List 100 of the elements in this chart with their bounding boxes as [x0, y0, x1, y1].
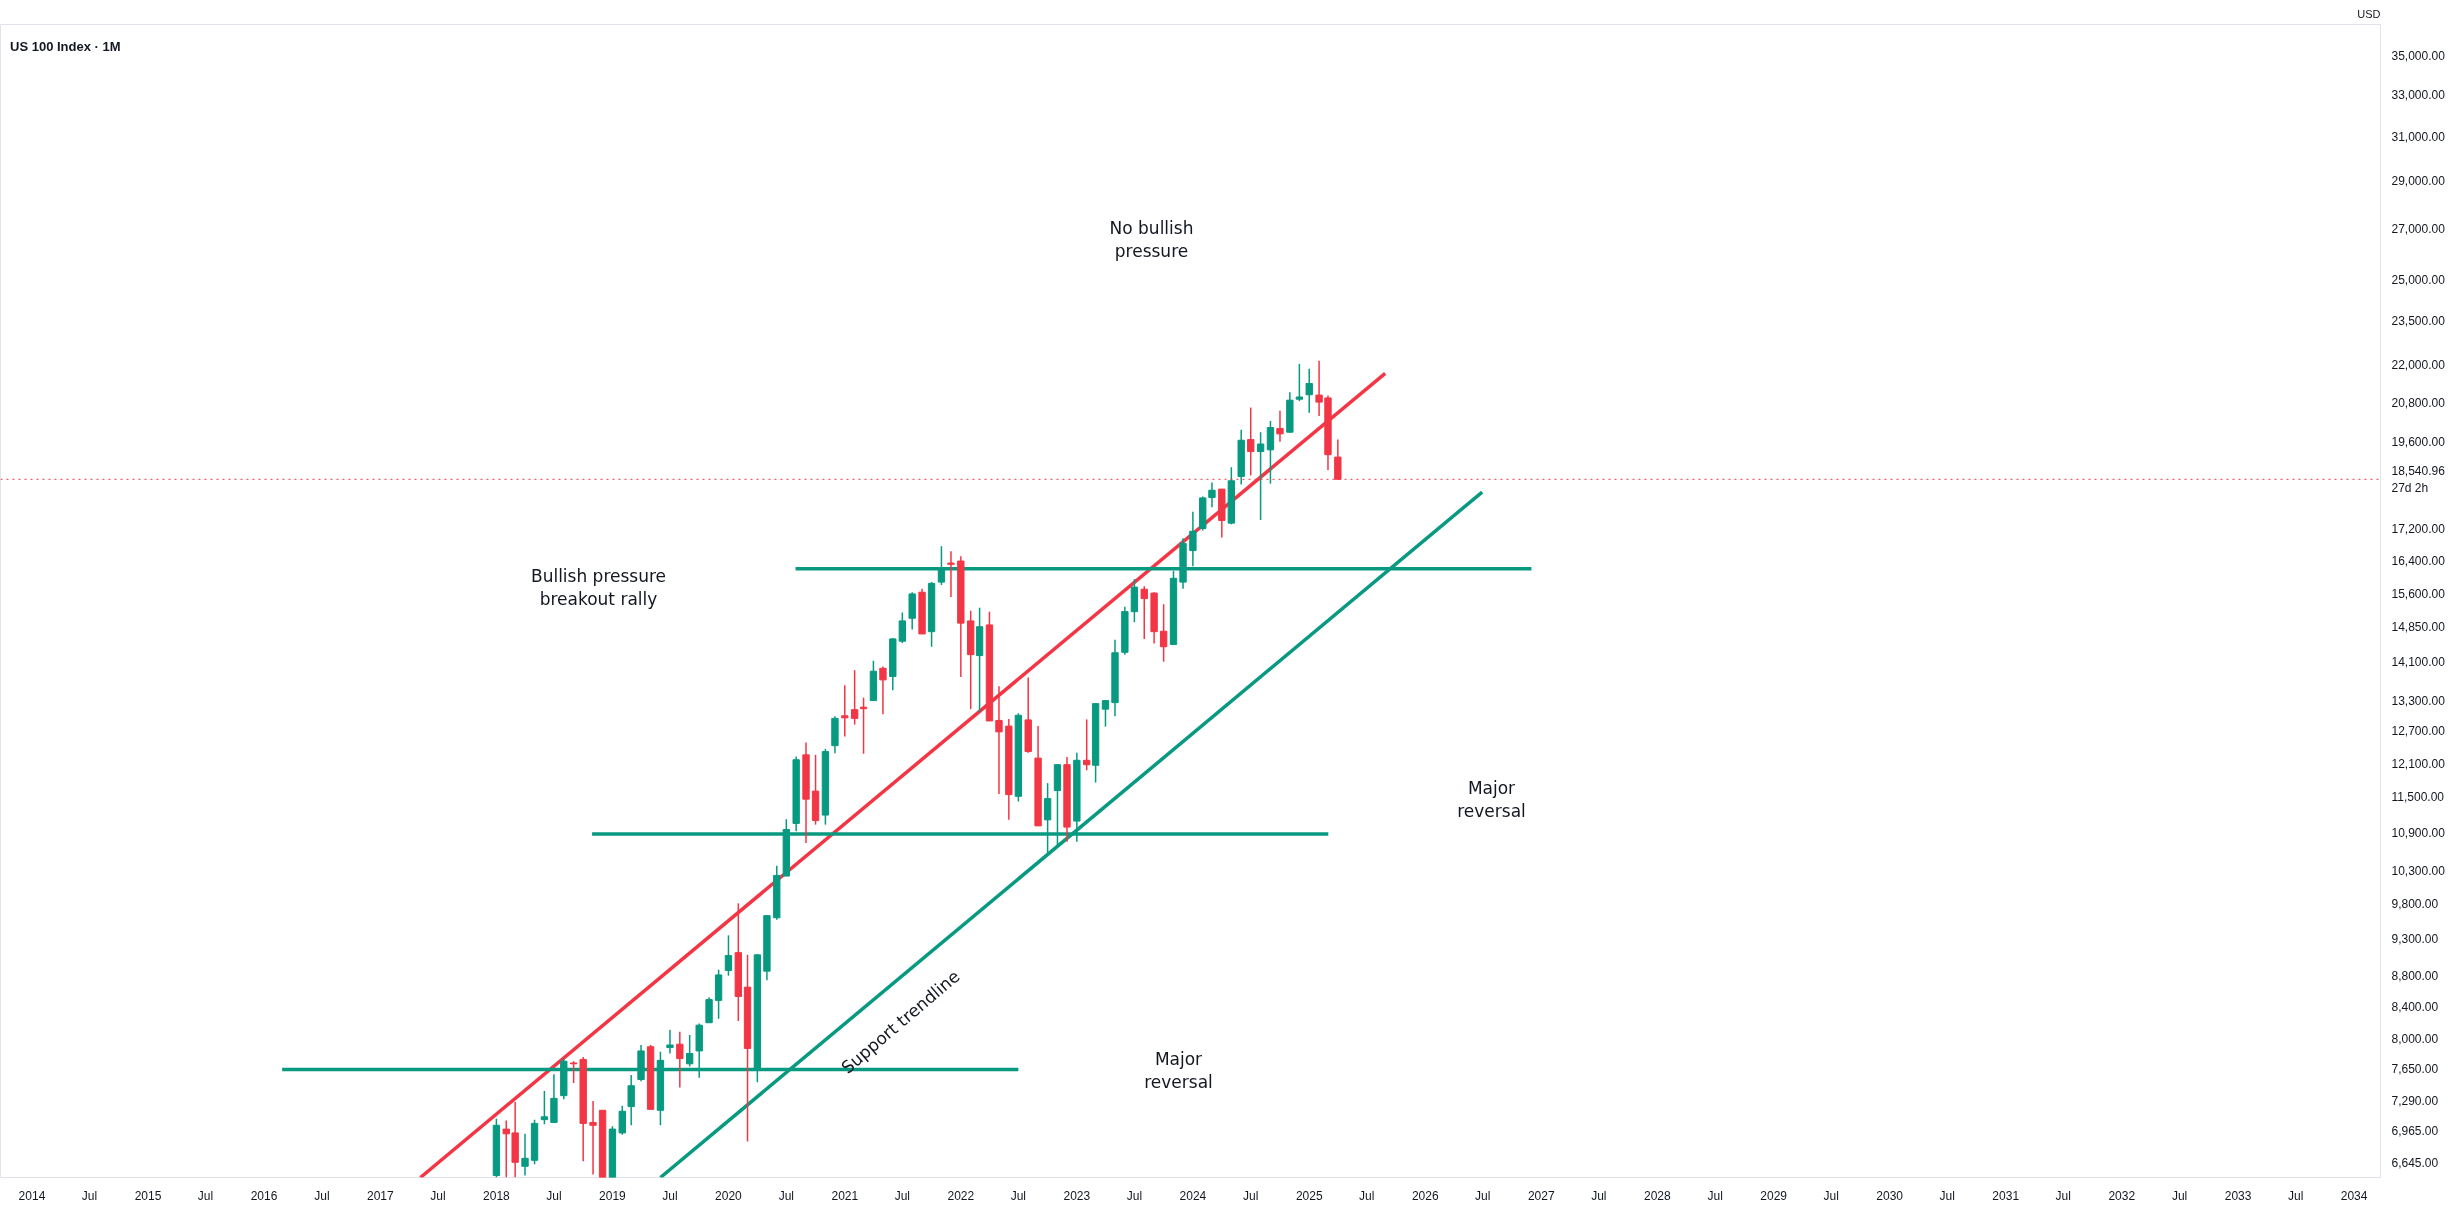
x-tick-label: 2017 [367, 1188, 395, 1203]
candlestick [685, 1034, 694, 1068]
x-tick-label: Jul [1126, 1188, 1143, 1203]
x-tick-label: 2015 [134, 1188, 162, 1203]
candlestick [618, 1104, 626, 1136]
x-tick-label: 2032 [2108, 1188, 2136, 1203]
y-tick-label: 14,850.00 [2391, 620, 2446, 635]
x-tick-label: Jul [2055, 1188, 2071, 1203]
y-tick-label: 14,100.00 [2391, 654, 2446, 669]
y-tick-label: 17,200.00 [2391, 522, 2446, 537]
y-tick-label: 33,000.00 [2391, 88, 2446, 103]
x-tick-label: Jul [1359, 1188, 1375, 1203]
x-tick-label: 2019 [599, 1188, 627, 1203]
candlestick [540, 1090, 549, 1126]
y-tick-label: 12,100.00 [2391, 756, 2446, 771]
candlestick [1247, 406, 1255, 477]
candlestick [569, 1060, 578, 1084]
x-tick-label: Jul [430, 1188, 446, 1203]
candlestick [1159, 603, 1168, 663]
candlestick [676, 1030, 684, 1089]
x-tick-label: 2033 [2224, 1188, 2252, 1203]
x-tick-label: 2018 [483, 1188, 511, 1203]
x-tick-label: 2031 [1992, 1188, 2020, 1203]
y-tick-label: 10,300.00 [2391, 863, 2446, 878]
x-tick-label: 2029 [1760, 1188, 1788, 1203]
x-tick-label: Jul [197, 1188, 214, 1203]
annotation: Major reversal [1144, 1049, 1213, 1093]
candlestick [627, 1074, 635, 1127]
y-tick-label: 9,800.00 [2391, 897, 2439, 912]
x-tick-label: Jul [894, 1188, 911, 1203]
y-tick-label: 12,700.00 [2391, 724, 2446, 739]
y-tick-label: 6,645.00 [2391, 1155, 2439, 1170]
y-tick-label: 25,000.00 [2391, 273, 2446, 288]
candlestick [666, 1029, 674, 1055]
x-tick-label: Jul [1707, 1188, 1723, 1203]
y-tick-label: 7,650.00 [2391, 1061, 2439, 1076]
x-tick-label: Jul [81, 1188, 98, 1203]
candlestick [995, 685, 1003, 795]
x-tick-label: Jul [2171, 1188, 2188, 1203]
x-tick-label: 2020 [715, 1188, 743, 1203]
x-tick-label: 2025 [1295, 1188, 1323, 1203]
y-tick-label: 7,290.00 [2391, 1094, 2439, 1109]
x-tick-label: 2016 [250, 1188, 278, 1203]
x-tick-label: 2030 [1876, 1188, 1904, 1203]
x-tick-label: 2034 [2340, 1188, 2368, 1203]
x-tick-label: 2028 [1643, 1188, 1671, 1203]
candlestick [898, 611, 907, 644]
x-tick-label: Jul [1939, 1188, 1955, 1203]
y-tick-label: 20,800.00 [2391, 395, 2446, 410]
y-tick-label: 23,500.00 [2391, 314, 2446, 329]
y-tick-label: 9,300.00 [2391, 931, 2439, 946]
x-tick-label: Jul [314, 1188, 330, 1203]
candlestick [1083, 718, 1091, 771]
y-tick-label: 8,400.00 [2391, 999, 2439, 1014]
candlestick [724, 934, 733, 977]
annotation: Bullish pressure breakout rally [530, 566, 667, 610]
candlestick [1101, 699, 1110, 728]
x-tick-label: 2026 [1411, 1188, 1439, 1203]
x-tick-label: Jul [1823, 1188, 1839, 1203]
annotation: No bullish pressure [1109, 217, 1194, 261]
x-tick-label: Jul [1475, 1188, 1491, 1203]
candlestick [879, 665, 887, 716]
x-tick-label: Jul [1243, 1188, 1259, 1203]
candlestick [1140, 585, 1148, 640]
y-tick-label: 31,000.00 [2391, 129, 2446, 144]
text: US 100 Index · 1M [10, 38, 121, 54]
y-tick-label: 8,800.00 [2391, 968, 2439, 983]
ref-line-label: 18,540.96 27d 2h [2391, 463, 2446, 495]
candlestick [1305, 367, 1313, 414]
x-tick-label: 2024 [1179, 1188, 1207, 1203]
x-tick-label: 2022 [947, 1188, 975, 1203]
y-axis-title: USD [2357, 7, 2381, 20]
candlestick [859, 696, 868, 755]
annotation: Major reversal [1457, 777, 1526, 821]
x-tick-label: 2027 [1527, 1188, 1555, 1203]
x-tick-label: Jul [1010, 1188, 1027, 1203]
x-tick-label: 2023 [1063, 1188, 1091, 1203]
x-tick-label: Jul [1591, 1188, 1607, 1203]
y-tick-label: 16,400.00 [2391, 554, 2446, 569]
y-tick-label: 29,000.00 [2391, 174, 2446, 189]
y-tick-label: 6,965.00 [2391, 1124, 2439, 1139]
candlestick [705, 996, 713, 1024]
y-tick-label: 35,000.00 [2391, 49, 2446, 64]
candlestick [1208, 481, 1216, 508]
candlestick [841, 684, 849, 738]
y-tick-label: 10,900.00 [2391, 826, 2446, 841]
candlestick [1276, 410, 1284, 443]
x-tick-label: Jul [778, 1188, 794, 1203]
x-tick-label: Jul [546, 1188, 562, 1203]
y-tick-label: 19,600.00 [2391, 435, 2446, 450]
y-tick-label: 27,000.00 [2391, 221, 2446, 236]
candlestick [947, 550, 955, 598]
y-tick-label: 15,600.00 [2391, 587, 2446, 602]
candlestick [1295, 363, 1304, 402]
candlestick [1256, 431, 1265, 521]
x-tick-label: 2014 [18, 1188, 46, 1203]
x-tick-label: Jul [2287, 1188, 2304, 1203]
x-tick-label: Jul [662, 1188, 678, 1203]
x-tick-label: 2021 [831, 1188, 859, 1203]
candlestick [1266, 420, 1275, 485]
